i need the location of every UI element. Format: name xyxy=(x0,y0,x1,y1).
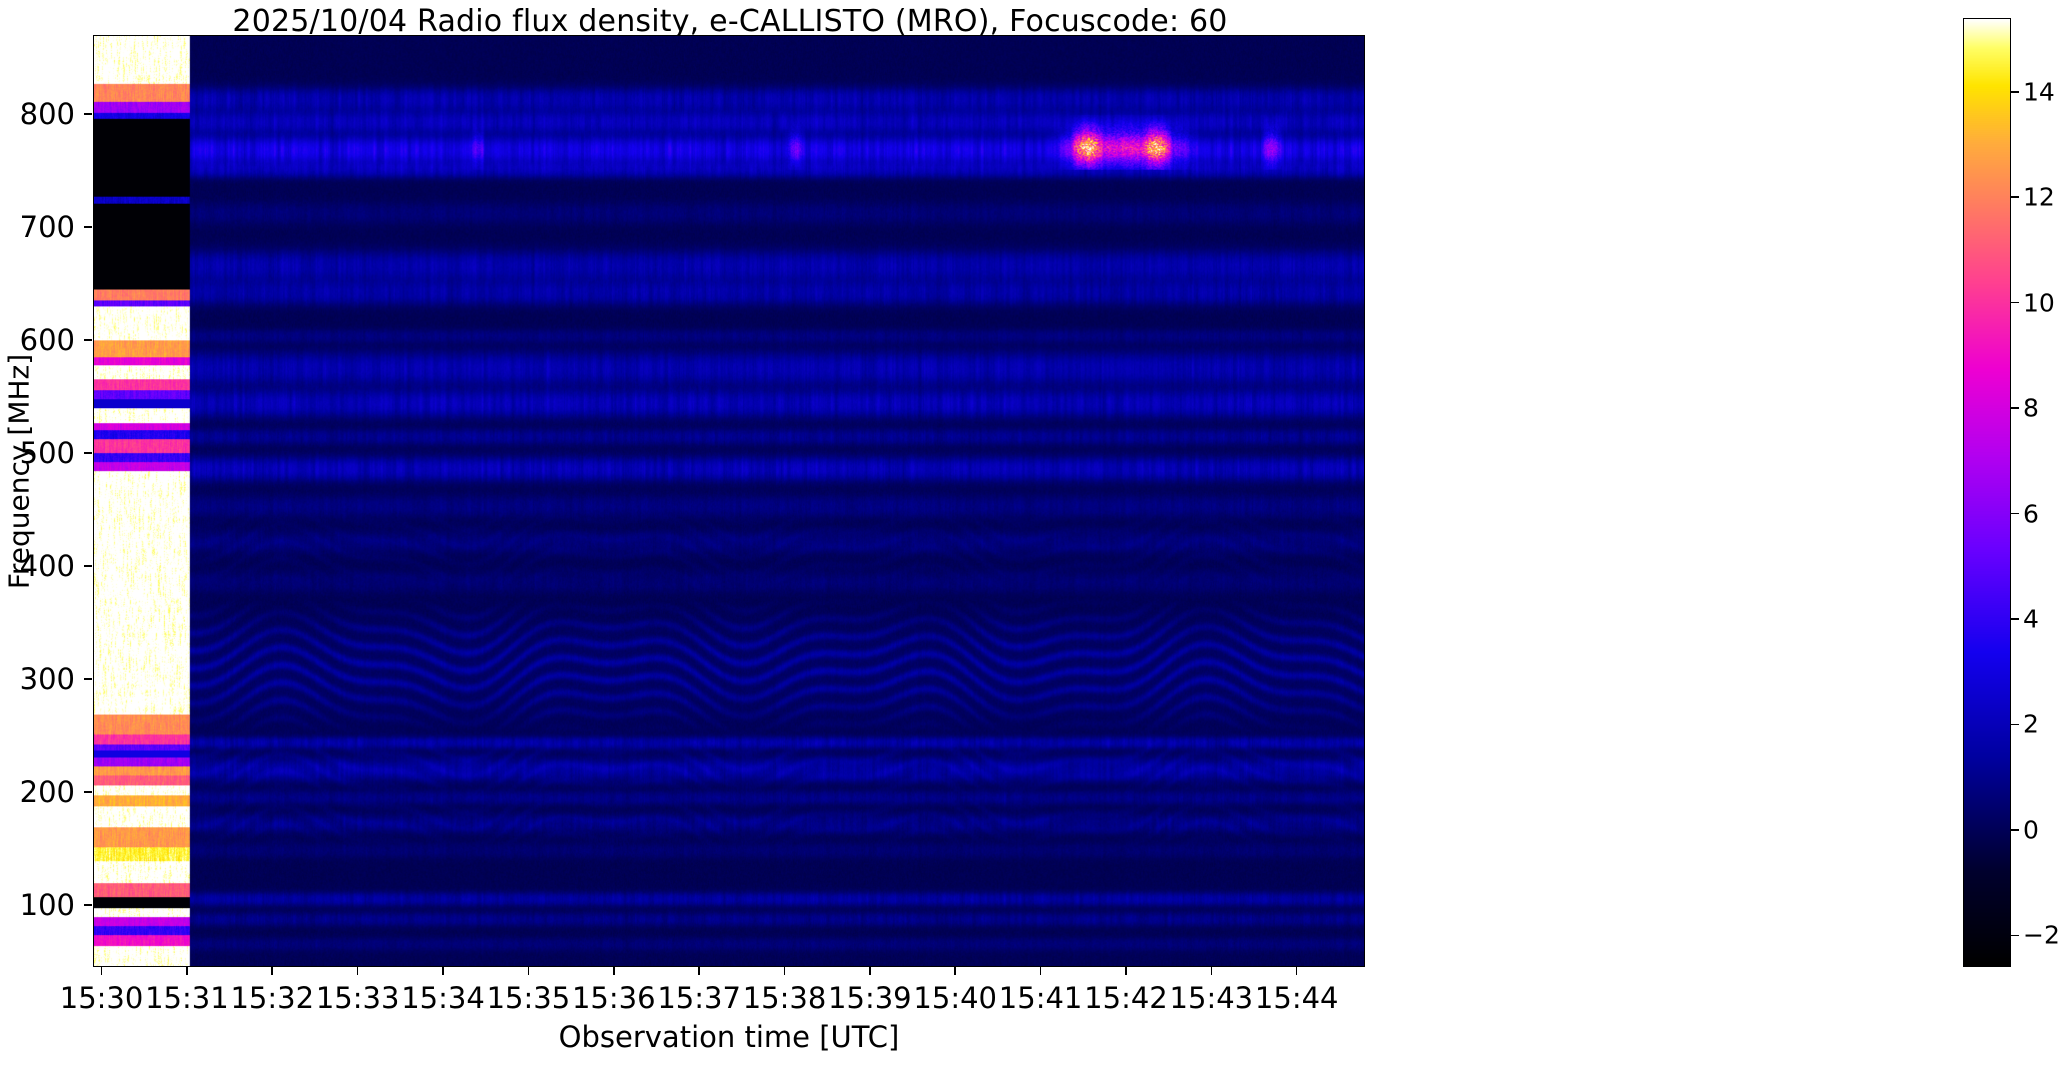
x-axis-tick-mark xyxy=(186,967,188,975)
y-axis-tick-mark xyxy=(84,339,92,341)
x-axis-tick-label: 15:36 xyxy=(571,981,656,1015)
y-axis-tick-mark xyxy=(84,678,92,680)
x-axis-tick-label: 15:33 xyxy=(315,981,400,1015)
y-axis-tick-label: 500 xyxy=(19,435,75,470)
colorbar-tick-mark xyxy=(2011,829,2019,831)
y-axis-tick-mark xyxy=(84,226,92,228)
x-axis-tick-label: 15:40 xyxy=(913,981,998,1015)
colorbar-tick-label: 0 xyxy=(2023,815,2039,845)
y-axis-tick-mark xyxy=(84,565,92,567)
x-axis-tick-label: 15:38 xyxy=(742,981,827,1015)
x-axis-tick-mark xyxy=(1295,967,1298,975)
x-axis-tick-mark xyxy=(954,967,957,975)
x-axis-tick-mark xyxy=(356,967,359,975)
x-axis-tick-label: 15:32 xyxy=(230,981,315,1015)
colorbar-tick-label: 2 xyxy=(2023,709,2039,739)
y-axis-tick-label: 200 xyxy=(19,774,75,809)
y-axis-tick-label: 600 xyxy=(19,323,75,358)
x-axis-tick-label: 15:42 xyxy=(1084,981,1168,1015)
colorbar-tick-mark xyxy=(2011,723,2019,726)
spectrogram-axes xyxy=(93,35,1365,967)
colorbar-tick-mark xyxy=(2011,196,2019,199)
y-axis-tick-label: 700 xyxy=(19,210,75,245)
colorbar-tick-mark xyxy=(2011,407,2019,409)
colorbar-tick-label: 10 xyxy=(2023,288,2055,318)
y-axis-tick-mark xyxy=(84,904,92,906)
y-axis-tick-mark xyxy=(84,113,92,115)
x-axis-tick-mark xyxy=(783,967,786,975)
x-axis-tick-mark xyxy=(527,967,530,975)
x-axis-tick-label: 15:34 xyxy=(401,981,485,1015)
colorbar-tick-mark xyxy=(2011,301,2019,304)
x-axis-tick-mark xyxy=(100,967,103,975)
x-axis-tick-mark xyxy=(271,967,274,975)
x-axis-tick-mark xyxy=(869,967,871,975)
colorbar-tick-label: −2 xyxy=(2023,920,2060,950)
figure-title: 2025/10/04 Radio flux density, e-CALLIST… xyxy=(232,4,1228,39)
y-axis-tick-label: 300 xyxy=(19,661,75,696)
x-axis-tick-label: 15:37 xyxy=(657,981,741,1015)
colorbar-gradient xyxy=(1964,19,2010,966)
colorbar-tick-label: 8 xyxy=(2023,393,2039,423)
y-axis-tick-label: 800 xyxy=(19,97,75,132)
colorbar-tick-mark xyxy=(2011,512,2019,515)
colorbar-tick-label: 14 xyxy=(2023,77,2055,107)
x-axis-tick-label: 15:41 xyxy=(998,981,1083,1015)
y-axis-tick-mark xyxy=(84,791,92,793)
y-axis-tick-mark xyxy=(84,452,92,454)
colorbar xyxy=(1963,18,2011,967)
x-axis-tick-label: 15:39 xyxy=(828,981,912,1015)
colorbar-tick-mark xyxy=(2011,934,2019,937)
x-axis-label: Observation time [UTC] xyxy=(558,1020,900,1054)
x-axis-tick-label: 15:44 xyxy=(1254,981,1339,1015)
x-axis-tick-mark xyxy=(1039,967,1042,975)
colorbar-tick-mark xyxy=(2011,91,2019,93)
x-axis-tick-label: 15:30 xyxy=(59,981,144,1015)
y-axis-tick-label: 400 xyxy=(19,548,75,583)
colorbar-tick-label: 6 xyxy=(2023,499,2039,529)
x-axis-tick-label: 15:43 xyxy=(1169,981,1254,1015)
x-axis-tick-label: 15:31 xyxy=(145,981,229,1015)
x-axis-tick-mark xyxy=(698,967,700,975)
colorbar-tick-label: 4 xyxy=(2023,604,2039,634)
x-axis-tick-mark xyxy=(442,967,444,975)
x-axis-tick-mark xyxy=(1210,967,1213,975)
y-axis-tick-label: 100 xyxy=(19,887,75,922)
x-axis-tick-mark xyxy=(612,967,615,975)
x-axis-tick-mark xyxy=(1125,967,1127,975)
colorbar-tick-mark xyxy=(2011,618,2019,620)
y-axis-label: Frequency [MHz] xyxy=(2,353,36,590)
colorbar-tick-label: 12 xyxy=(2023,182,2055,212)
x-axis-tick-label: 15:35 xyxy=(486,981,571,1015)
spectrogram-image xyxy=(94,36,1364,966)
